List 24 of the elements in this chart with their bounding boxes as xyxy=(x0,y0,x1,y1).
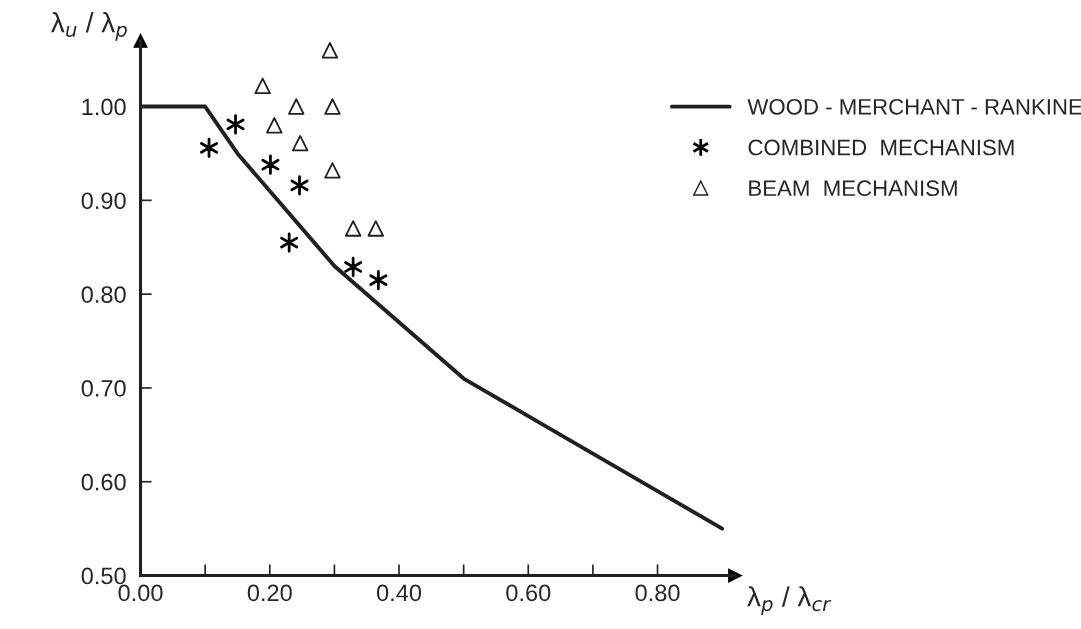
y-tick-label: 0.60 xyxy=(81,473,126,491)
point xyxy=(367,220,384,237)
x-tick-label: 0.80 xyxy=(635,584,680,602)
x-tick-label: 0.20 xyxy=(247,584,292,602)
point xyxy=(324,98,341,115)
y-tick-label: 0.70 xyxy=(81,380,126,397)
point xyxy=(288,98,305,115)
point xyxy=(321,42,339,59)
x-tick-label: 0.40 xyxy=(376,584,422,602)
legend-label: BEAM MECHANISM xyxy=(749,180,957,197)
legend-label: WOOD - MERCHANT - RANKINE xyxy=(747,98,1081,115)
y-axis-title: λ$_{u}$ / λ$_{p}$ xyxy=(51,12,127,41)
point xyxy=(291,134,309,152)
point xyxy=(254,77,271,95)
y-tick-label: 0.50 xyxy=(81,567,126,585)
point xyxy=(266,117,283,134)
y-tick-label: 0.90 xyxy=(81,192,126,210)
y-tick-label: 0.80 xyxy=(81,286,126,303)
x-axis-title: λ$_{p}$ / λ$_{cr}$ xyxy=(747,586,832,615)
point xyxy=(324,162,341,179)
x-tick-label: 0.60 xyxy=(506,584,551,602)
y-tick-label: 1.00 xyxy=(82,98,126,116)
x-tick-label: 0.00 xyxy=(118,584,163,602)
point xyxy=(344,220,362,237)
